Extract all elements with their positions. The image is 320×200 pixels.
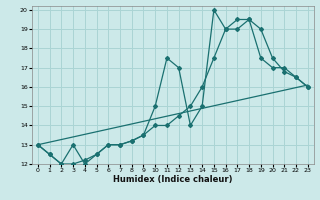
X-axis label: Humidex (Indice chaleur): Humidex (Indice chaleur) (113, 175, 233, 184)
